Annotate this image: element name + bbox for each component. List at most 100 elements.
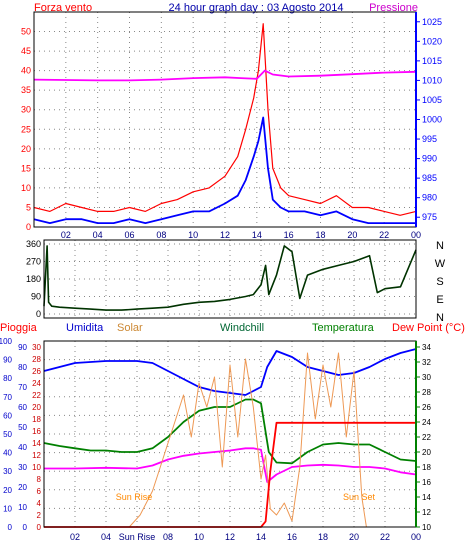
y-solar-tick-label: 26 [32, 367, 41, 376]
y-left-tick-label: 40 [21, 66, 31, 76]
y-umidita-tick-label: 80 [18, 363, 27, 372]
y-temp-tick-label: 30 [422, 373, 431, 382]
x-tick-label: Sun Rise [119, 532, 156, 542]
y-left-tick-label: 10 [21, 183, 31, 193]
series-line-wind-gust [33, 23, 417, 216]
y-solar-tick-label: 30 [32, 343, 41, 352]
y-tick-label: 0 [36, 309, 41, 319]
direction-label: N [436, 312, 444, 324]
series-line-rain [44, 421, 416, 528]
x-tick-label: 14 [252, 230, 262, 240]
plot-frame [43, 239, 417, 319]
y-pioggia-tick-label: 20 [3, 486, 12, 495]
y-tick-label: 90 [31, 292, 41, 302]
x-tick-label: 18 [315, 230, 325, 240]
y-temp-tick-label: 16 [422, 478, 431, 487]
y-pioggia-tick-label: 10 [3, 504, 12, 513]
y-right-tick-label: 990 [422, 154, 437, 164]
x-tick-label: 02 [61, 230, 71, 240]
y-pioggia-tick-label: 80 [3, 374, 12, 383]
y-solar-tick-label: 12 [32, 451, 41, 460]
y-pioggia-tick-label: 40 [3, 449, 12, 458]
y-tick-label: 360 [26, 239, 41, 249]
series-line-dewpoint [44, 447, 417, 483]
y-left-tick-label: 15 [21, 163, 31, 173]
x-tick-label: 12 [220, 230, 230, 240]
y-pioggia-tick-label: 100 [0, 337, 13, 346]
chart-title: 24 hour graph day : 03 Agosto 2014 [169, 2, 344, 14]
y-left-tick-label: 50 [21, 27, 31, 37]
label-pioggia: Pioggia [0, 322, 38, 334]
series-line-temperature [43, 398, 417, 465]
x-tick-label: 22 [379, 230, 389, 240]
y-right-tick-label: 975 [422, 212, 437, 222]
y-pioggia-tick-label: 30 [3, 467, 12, 476]
y-right-tick-label: 980 [422, 193, 437, 203]
direction-label: N [436, 240, 444, 252]
y-solar-tick-label: 4 [37, 499, 42, 508]
y-right-tick-label: 1015 [422, 56, 442, 66]
y-pioggia-tick-label: 60 [3, 411, 12, 420]
y-right-tick-label: 1010 [422, 75, 442, 85]
y-solar-tick-label: 16 [32, 427, 41, 436]
y-left-tick-label: 5 [26, 202, 31, 212]
label-windchill: Windchill [220, 322, 264, 334]
x-tick-label: 00 [411, 230, 421, 240]
y-temp-tick-label: 18 [422, 463, 431, 472]
y-left-tick-label: 0 [26, 222, 31, 232]
y-temp-tick-label: 22 [422, 433, 431, 442]
x-tick-label: 00 [411, 532, 421, 542]
y-pioggia-tick-label: 90 [3, 356, 12, 365]
y-temp-tick-label: 20 [422, 448, 431, 457]
y-solar-tick-label: 6 [37, 487, 42, 496]
x-tick-label: 06 [124, 230, 134, 240]
series-line-pressure [33, 69, 417, 82]
x-tick-label: 04 [101, 532, 111, 542]
y-umidita-tick-label: 70 [18, 383, 27, 392]
y-left-tick-label: 35 [21, 85, 31, 95]
y-solar-tick-label: 20 [32, 403, 41, 412]
x-tick-label: 18 [318, 532, 328, 542]
label-temperatura: Temperatura [312, 322, 375, 334]
x-tick-label: 20 [349, 532, 359, 542]
y-left-tick-label: 20 [21, 144, 31, 154]
multi-sensor-panel: Pioggia Umidita Solar Windchill Temperat… [0, 322, 465, 542]
y-umidita-tick-label: 90 [18, 343, 27, 352]
y-pioggia-tick-label: 0 [8, 523, 13, 532]
y-pioggia-tick-label: 70 [3, 393, 12, 402]
y-tick-label: 180 [26, 274, 41, 284]
direction-label: S [436, 276, 443, 288]
wind-pressure-panel: Forza vento 24 hour graph day : 03 Agost… [21, 2, 442, 240]
x-tick-label: 04 [93, 230, 103, 240]
y-temp-tick-label: 14 [422, 493, 431, 502]
label-umidita: Umidita [66, 322, 104, 334]
x-tick-label: 10 [194, 532, 204, 542]
y-umidita-tick-label: 0 [23, 523, 28, 532]
y-solar-tick-label: 24 [32, 379, 41, 388]
y-right-tick-label: 1000 [422, 115, 442, 125]
x-tick-label: 16 [287, 532, 297, 542]
x-tick-label: 10 [188, 230, 198, 240]
y-solar-tick-label: 14 [32, 439, 41, 448]
y-solar-tick-label: 28 [32, 355, 41, 364]
label-dewpoint: Dew Point (°C) [392, 322, 465, 334]
x-tick-label: 14 [256, 532, 266, 542]
y-umidita-tick-label: 40 [18, 443, 27, 452]
y-temp-tick-label: 24 [422, 418, 431, 427]
y-umidita-tick-label: 60 [18, 403, 27, 412]
sunrise-annotation: Sun Rise [116, 492, 153, 502]
direction-label: E [436, 294, 443, 306]
y-temp-tick-label: 26 [422, 403, 431, 412]
series-line-solar [44, 352, 416, 528]
left-axis-title: Forza vento [34, 2, 92, 14]
y-umidita-tick-label: 50 [18, 423, 27, 432]
y-umidita-tick-label: 10 [18, 503, 27, 512]
sunset-annotation: Sun Set [343, 492, 376, 502]
y-temp-tick-label: 12 [422, 508, 431, 517]
y-solar-tick-label: 0 [37, 523, 42, 532]
x-tick-label: 12 [225, 532, 235, 542]
x-tick-label: 16 [284, 230, 294, 240]
series-line-wind-speed [33, 116, 416, 225]
